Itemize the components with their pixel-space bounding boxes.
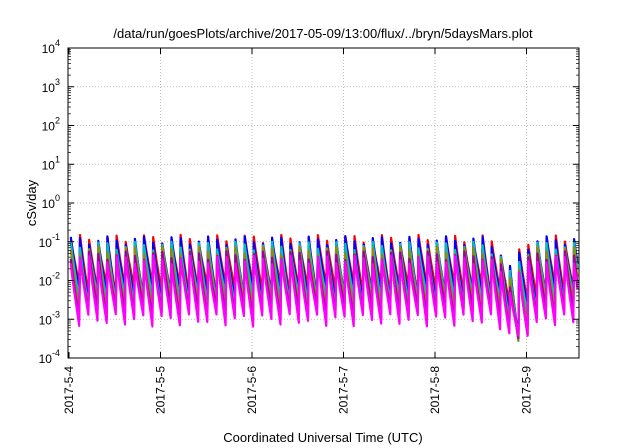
- x-tick-label: 2017-5-5: [154, 366, 168, 414]
- y-tick-label: 10-3: [39, 309, 60, 327]
- x-tick-label: 2017-5-8: [428, 366, 442, 414]
- y-axis-label: cSv/day: [24, 179, 39, 226]
- y-tick-label: 103: [42, 77, 60, 95]
- chart-title: /data/run/goesPlots/archive/2017-05-09/1…: [113, 26, 533, 41]
- y-tick-label: 100: [42, 193, 60, 211]
- y-tick-label: 10-2: [39, 271, 60, 289]
- x-axis: 2017-5-4 2017-5-5 2017-5-6 2017-5-7 2017-5-8…: [62, 48, 534, 414]
- x-tick-label: 2017-5-6: [245, 366, 259, 414]
- y-tick-label: 10-4: [39, 348, 60, 366]
- y-tick-label: 101: [42, 154, 60, 172]
- x-tick-label: 2017-5-7: [337, 366, 351, 414]
- y-axis: 10-4 10-3 10-2 10-1 100 101 102 103 104: [39, 38, 579, 366]
- series-line: [69, 254, 579, 337]
- y-tick-label: 10-1: [39, 232, 60, 250]
- x-tick-label: 2017-5-4: [62, 366, 76, 414]
- y-tick-label: 102: [42, 116, 60, 134]
- x-tick-label: 2017-5-9: [520, 366, 534, 414]
- y-tick-label: 104: [42, 38, 60, 56]
- series-group: [69, 233, 579, 342]
- x-axis-label: Coordinated Universal Time (UTC): [223, 430, 422, 445]
